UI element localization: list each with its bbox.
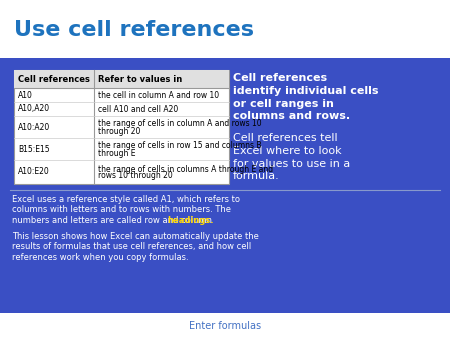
Text: rows 10 through 20: rows 10 through 20 [98,171,173,180]
Text: columns with letters and to rows with numbers. The: columns with letters and to rows with nu… [12,206,231,215]
Text: Cell references: Cell references [18,74,90,83]
Text: cell A10 and cell A20: cell A10 and cell A20 [98,104,178,114]
Text: Excel uses a reference style called A1, which refers to: Excel uses a reference style called A1, … [12,195,240,204]
Text: Use cell references: Use cell references [14,20,254,40]
Text: the cell in column A and row 10: the cell in column A and row 10 [98,91,219,99]
Text: numbers and letters are called row and column: numbers and letters are called row and c… [12,216,215,225]
Bar [0,0,450,58]
Text: through E: through E [98,148,135,158]
Text: Enter formulas: Enter formulas [189,321,261,331]
Text: results of formulas that use cell references, and how cell: results of formulas that use cell refere… [12,242,251,251]
Text: the range of cells in column A and rows 10: the range of cells in column A and rows … [98,120,261,128]
Text: A10:E20: A10:E20 [18,168,50,176]
Text: through 20: through 20 [98,126,140,136]
Bar [14,70,229,88]
Text: B15:E15: B15:E15 [18,145,50,153]
Text: references work when you copy formulas.: references work when you copy formulas. [12,253,189,262]
Bar [14,70,229,184]
Text: A10: A10 [18,91,33,99]
Bar [0,58,450,313]
Text: A10,A20: A10,A20 [18,104,50,114]
Text: the range of cells in row 15 and columns B: the range of cells in row 15 and columns… [98,142,261,150]
Text: Cell references
identify individual cells
or cell ranges in
columns and rows.: Cell references identify individual cell… [233,73,378,121]
Text: Refer to values in: Refer to values in [98,74,182,83]
Text: This lesson shows how Excel can automatically update the: This lesson shows how Excel can automati… [12,232,259,241]
Bar [0,313,450,338]
Text: Cell references tell
Excel where to look
for values to use in a
formula.: Cell references tell Excel where to look… [233,133,350,182]
Text: the range of cells in columns A through E and: the range of cells in columns A through … [98,165,273,173]
Text: A10:A20: A10:A20 [18,122,50,131]
Text: headings.: headings. [167,216,214,225]
